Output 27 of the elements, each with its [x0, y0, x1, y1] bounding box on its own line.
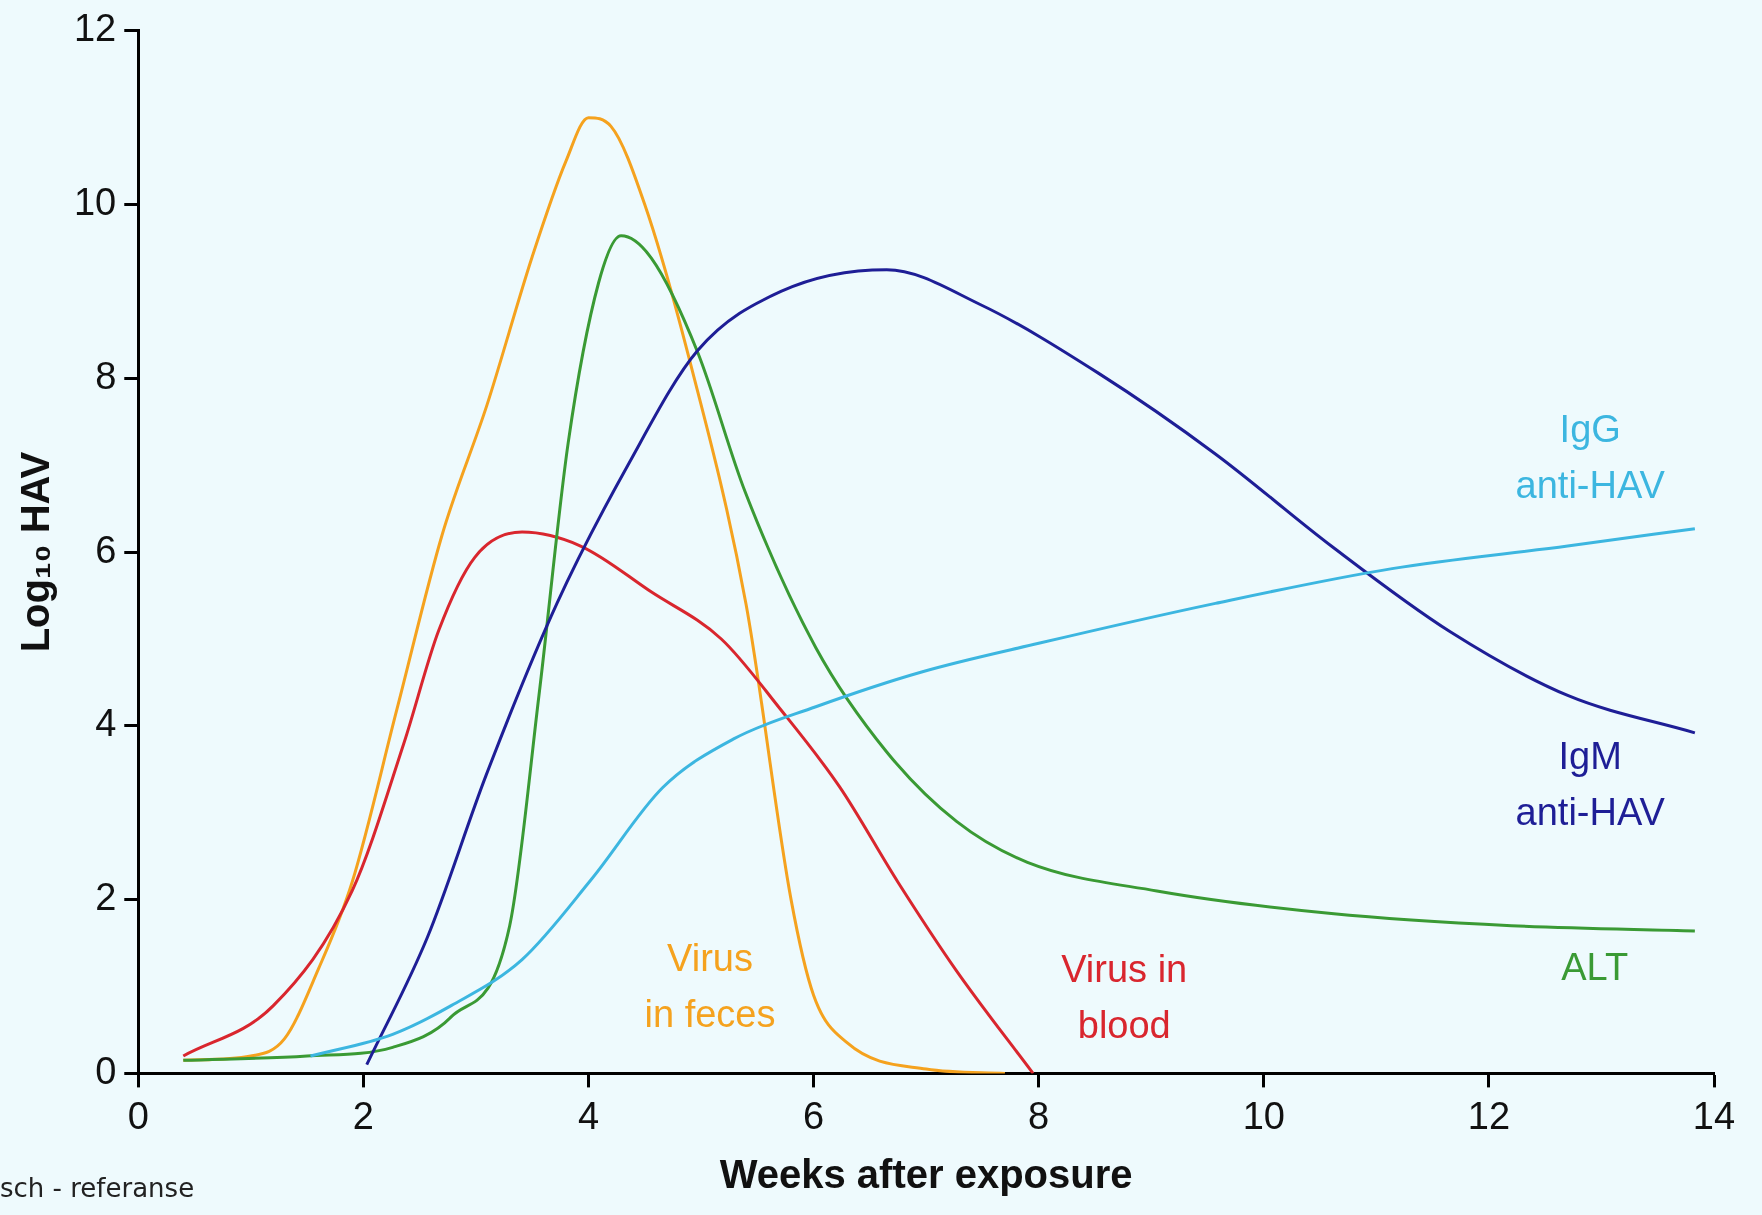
line-series — [181, 530, 1035, 1074]
x-tick-label: 0 — [127, 1094, 149, 1137]
x-tick-label: 10 — [1242, 1094, 1285, 1137]
y-tick-label: 2 — [95, 876, 117, 919]
y-tick-label: 6 — [95, 528, 117, 571]
series-label: Virus in blood — [1061, 948, 1188, 1047]
x-tick-label: 2 — [352, 1094, 374, 1137]
series-label: Virus in feces — [644, 936, 776, 1035]
y-tick-label: 4 — [95, 702, 117, 745]
x-tick-label: 14 — [1692, 1094, 1736, 1137]
y-tick-label: 10 — [73, 181, 117, 224]
text: sch - referanse — [0, 1173, 195, 1203]
series-label: IgG anti-HAV — [1515, 408, 1666, 507]
x-tick-label: 6 — [803, 1094, 825, 1137]
line-series — [181, 234, 1697, 1062]
line-series — [365, 268, 1697, 1067]
series-label: IgM anti-HAV — [1515, 735, 1666, 834]
y-tick-label: 8 — [95, 354, 117, 397]
line-series — [308, 527, 1697, 1058]
y-tick-label: 0 — [95, 1049, 117, 1092]
y-axis-title: Log₁₀ HAV — [13, 451, 58, 653]
x-tick-label: 4 — [577, 1094, 600, 1137]
series-label: ALT — [1561, 945, 1629, 988]
x-axis-title: Weeks after exposure — [719, 1152, 1133, 1197]
y-tick-label: 12 — [73, 7, 117, 50]
x-tick-label: 12 — [1467, 1094, 1511, 1137]
x-tick-label: 8 — [1028, 1094, 1050, 1137]
